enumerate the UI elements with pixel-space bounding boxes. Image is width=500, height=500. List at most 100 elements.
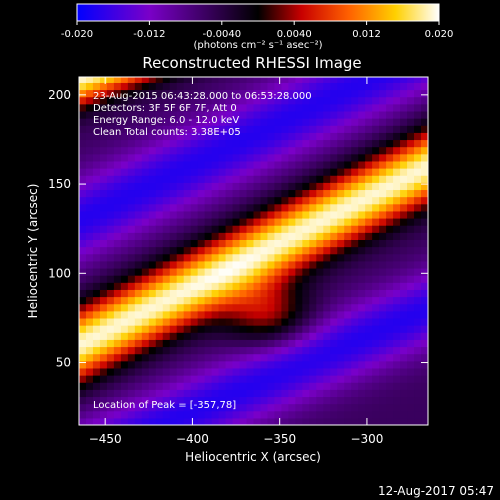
heatmap-cell bbox=[351, 132, 359, 141]
heatmap-cell bbox=[274, 110, 283, 119]
heatmap-cell bbox=[400, 217, 408, 226]
heatmap-cell bbox=[295, 360, 303, 369]
heatmap-cell bbox=[134, 146, 143, 155]
heatmap-cell bbox=[169, 217, 178, 226]
heatmap-cell bbox=[379, 267, 387, 276]
heatmap-cell bbox=[414, 282, 422, 290]
heatmap-cell bbox=[204, 317, 213, 326]
heatmap-cell bbox=[85, 253, 94, 262]
heatmap-cell bbox=[372, 267, 380, 276]
heatmap-cell bbox=[260, 396, 269, 405]
heatmap-cell bbox=[281, 110, 289, 119]
heatmap-cell bbox=[232, 182, 241, 191]
heatmap-cell bbox=[232, 146, 241, 155]
heatmap-cell bbox=[148, 332, 157, 340]
heatmap-cell bbox=[92, 225, 101, 233]
heatmap-cell bbox=[141, 203, 150, 212]
heatmap-cell bbox=[183, 246, 192, 255]
heatmap-cell bbox=[316, 96, 324, 105]
heatmap-cell bbox=[141, 375, 150, 383]
heatmap-cell bbox=[351, 96, 359, 105]
heatmap-cell bbox=[169, 303, 178, 312]
heatmap-cell bbox=[421, 153, 428, 162]
heatmap-cell bbox=[239, 110, 248, 119]
heatmap-cell bbox=[414, 77, 422, 83]
heatmap-cell bbox=[211, 375, 220, 383]
heatmap-cell bbox=[274, 239, 283, 248]
heatmap-cell bbox=[281, 232, 289, 240]
heatmap-cell bbox=[337, 196, 345, 205]
heatmap-cell bbox=[183, 410, 192, 419]
heatmap-cell bbox=[281, 103, 289, 112]
heatmap-cell bbox=[365, 417, 373, 425]
heatmap-cell bbox=[421, 310, 428, 319]
heatmap-cell bbox=[302, 375, 310, 383]
heatmap-cell bbox=[211, 303, 220, 312]
heatmap-cell bbox=[267, 310, 276, 319]
heatmap-cell bbox=[316, 196, 324, 205]
heatmap-cell bbox=[274, 246, 283, 255]
heatmap-cell bbox=[295, 125, 303, 133]
heatmap-cell bbox=[211, 339, 220, 348]
heatmap-cell bbox=[99, 225, 108, 233]
heatmap-cell bbox=[211, 146, 220, 155]
heatmap-cell bbox=[393, 339, 401, 348]
heatmap-cell bbox=[260, 339, 269, 348]
heatmap-cell bbox=[323, 103, 331, 112]
heatmap-cell bbox=[379, 339, 387, 348]
heatmap-cell bbox=[183, 353, 192, 362]
heatmap-cell bbox=[211, 182, 220, 191]
heatmap-cell bbox=[386, 203, 394, 212]
heatmap-cell bbox=[162, 317, 171, 326]
heatmap-cell bbox=[148, 346, 157, 355]
heatmap-cell bbox=[120, 225, 129, 233]
heatmap-cell bbox=[295, 210, 303, 219]
heatmap-cell bbox=[92, 310, 101, 319]
heatmap-cell bbox=[225, 375, 234, 383]
heatmap-cell bbox=[414, 253, 422, 262]
heatmap-cell bbox=[288, 125, 296, 133]
heatmap-cell bbox=[141, 196, 150, 205]
heatmap-cell bbox=[302, 110, 310, 119]
heatmap-cell bbox=[253, 246, 262, 255]
heatmap-cell bbox=[379, 325, 387, 333]
heatmap-cell bbox=[113, 260, 122, 269]
heatmap-cell bbox=[365, 396, 373, 405]
heatmap-cell bbox=[365, 310, 373, 319]
heatmap-cell bbox=[127, 310, 136, 319]
heatmap-cell bbox=[176, 225, 185, 233]
heatmap-cell bbox=[393, 403, 401, 412]
heatmap-cell bbox=[169, 239, 178, 248]
heatmap-cell bbox=[253, 82, 262, 91]
heatmap-cell bbox=[267, 332, 276, 340]
heatmap-cell bbox=[421, 246, 428, 255]
heatmap-cell bbox=[309, 382, 317, 390]
heatmap-cell bbox=[155, 260, 164, 269]
heatmap-cell bbox=[358, 339, 366, 348]
heatmap-cell bbox=[288, 282, 296, 290]
heatmap-cell bbox=[134, 332, 143, 340]
heatmap-cell bbox=[372, 253, 380, 262]
heatmap-cell bbox=[190, 89, 199, 98]
heatmap-cell bbox=[218, 253, 227, 262]
heatmap-cell bbox=[92, 189, 101, 198]
heatmap-cell bbox=[316, 146, 324, 155]
heatmap-cell bbox=[274, 118, 283, 126]
heatmap-cell bbox=[85, 353, 94, 362]
heatmap-cell bbox=[176, 282, 185, 290]
heatmap-cell bbox=[351, 339, 359, 348]
heatmap-cell bbox=[337, 296, 345, 305]
heatmap-cell bbox=[379, 139, 387, 148]
heatmap-cell bbox=[323, 217, 331, 226]
heatmap-cell bbox=[113, 289, 122, 298]
heatmap-cell bbox=[225, 360, 234, 369]
heatmap-cell bbox=[211, 77, 220, 83]
heatmap-cell bbox=[79, 203, 87, 212]
heatmap-cell bbox=[274, 232, 283, 240]
heatmap-cell bbox=[162, 96, 171, 105]
heatmap-cell bbox=[302, 332, 310, 340]
heatmap-cell bbox=[211, 196, 220, 205]
heatmap-cell bbox=[211, 346, 220, 355]
heatmap-cell bbox=[141, 225, 150, 233]
heatmap-cell bbox=[106, 146, 115, 155]
